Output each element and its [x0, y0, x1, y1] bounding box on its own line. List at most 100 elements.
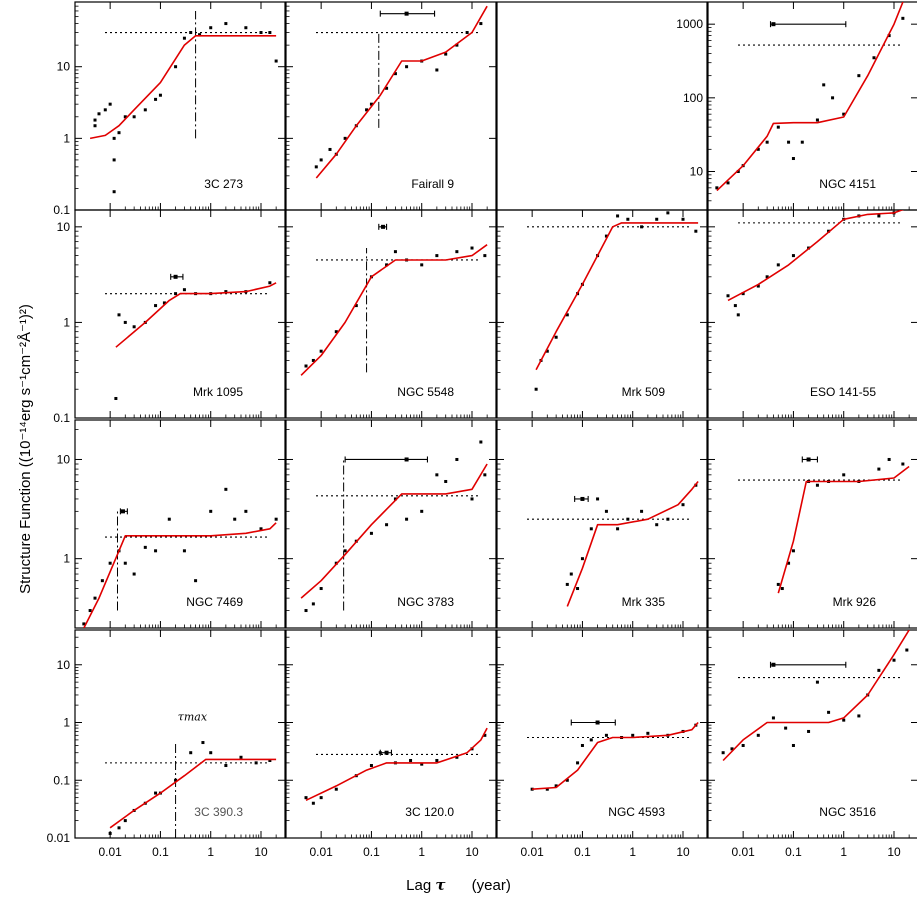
data-point — [733, 304, 737, 308]
data-point — [182, 36, 186, 40]
x-tick-label: 0.01 — [98, 845, 122, 859]
object-name-label: Mrk 926 — [833, 595, 877, 609]
object-name-label: Fairall 9 — [411, 177, 454, 191]
data-point — [311, 602, 315, 606]
y-tick-label: 0.1 — [53, 411, 70, 425]
panel-ngc-3516: 0.01 0.1 1 10 NGC 3516 — [707, 629, 917, 859]
data-point — [565, 582, 569, 586]
data-point — [901, 462, 905, 466]
data-point — [385, 86, 389, 90]
panel-3c-273: 0.1 1 10 3C 273 — [53, 1, 286, 217]
data-point — [666, 211, 670, 215]
data-point — [877, 668, 881, 672]
data-point — [93, 596, 97, 600]
data-point — [565, 778, 569, 782]
plot-area — [304, 727, 488, 805]
model-curve — [716, 2, 904, 192]
data-point — [545, 787, 549, 791]
data-point — [655, 217, 659, 221]
data-point — [311, 358, 315, 362]
object-name-label: 3C 120.0 — [405, 805, 454, 819]
data-point — [224, 290, 228, 294]
data-point — [483, 254, 487, 258]
object-name-label: 3C 390.3 — [194, 805, 243, 819]
y-tick-label: 10 — [57, 60, 71, 74]
data-point — [268, 281, 272, 285]
data-point — [198, 33, 202, 37]
data-point — [154, 304, 158, 308]
plot-area — [105, 741, 277, 838]
panel-ngc-7469: 1 10 NGC 7469 — [57, 419, 286, 629]
data-point — [334, 330, 338, 334]
panel-frame — [74, 1, 286, 211]
x-axis-label-text: Lag — [406, 877, 432, 894]
data-point — [455, 43, 459, 47]
panel-frame — [285, 1, 497, 211]
data-point — [201, 741, 205, 745]
data-point — [815, 483, 819, 487]
x-tick-label: 10 — [465, 845, 479, 859]
data-point — [254, 761, 258, 765]
model-curve — [722, 630, 910, 762]
data-point — [112, 190, 116, 194]
data-point — [435, 254, 439, 258]
plot-area — [738, 456, 910, 594]
data-point — [694, 229, 698, 233]
errorbar-center — [381, 224, 386, 229]
data-point — [589, 738, 593, 742]
data-point — [479, 440, 483, 444]
y-tick-label: 10 — [57, 658, 71, 672]
data-point — [791, 549, 795, 553]
data-point — [369, 531, 373, 535]
data-point — [736, 313, 740, 317]
data-point — [444, 52, 448, 56]
data-point — [776, 263, 780, 267]
data-point — [857, 714, 861, 718]
data-point — [580, 557, 584, 561]
data-point — [162, 301, 166, 305]
data-point — [319, 349, 323, 353]
object-name-label: ESO 141-55 — [810, 385, 876, 399]
data-point — [369, 764, 373, 768]
object-name-label: Mrk 1095 — [193, 385, 243, 399]
data-point — [444, 479, 448, 483]
model-curve — [305, 727, 488, 802]
panel-frame — [74, 629, 286, 839]
panel-mrk-335: Mrk 335 — [496, 419, 708, 629]
panel-ngc-4151: 10 100 1000 NGC 4151 — [676, 1, 917, 211]
model-curve — [115, 282, 277, 348]
data-point — [604, 733, 608, 737]
model-curve — [315, 5, 488, 179]
data-point — [369, 102, 373, 106]
data-point — [385, 263, 389, 267]
data-point — [631, 733, 635, 737]
data-point — [132, 572, 136, 576]
data-point — [123, 115, 127, 119]
y-tick-label: 10 — [690, 164, 704, 178]
x-tick-label: 0.1 — [152, 845, 169, 859]
errorbar-center — [404, 11, 409, 16]
data-point — [393, 250, 397, 254]
data-point — [123, 561, 127, 565]
model-curve — [300, 244, 488, 376]
data-point — [580, 743, 584, 747]
data-point — [756, 147, 760, 151]
data-point — [470, 497, 474, 501]
data-point — [420, 762, 424, 766]
data-point — [470, 246, 474, 250]
data-point — [435, 473, 439, 477]
data-point — [334, 787, 338, 791]
data-point — [174, 778, 178, 782]
y-tick-label: 10 — [57, 220, 71, 234]
data-point — [784, 726, 788, 730]
data-point — [244, 26, 248, 30]
data-point — [143, 545, 147, 549]
data-point — [771, 716, 775, 720]
panel-fairall-9: Fairall 9 — [285, 1, 497, 211]
model-curve — [532, 721, 699, 790]
model-curve — [727, 210, 905, 302]
data-point — [393, 72, 397, 76]
panel-frame — [707, 419, 917, 629]
plot-area — [82, 487, 278, 628]
